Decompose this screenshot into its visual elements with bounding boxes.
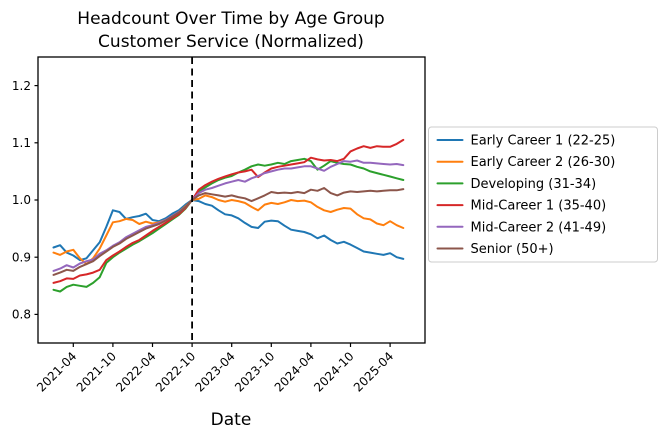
- legend-item-label: Early Career 2 (26-30): [471, 155, 616, 170]
- y-tick-label: 1.0: [12, 193, 31, 207]
- x-tick-label: 2025-04: [351, 349, 396, 394]
- series-line-developing-31-34: [52, 157, 405, 293]
- y-tick-label: 1.1: [12, 136, 31, 150]
- x-tick-label: 2024-04: [272, 349, 317, 394]
- axes-frame: [37, 56, 426, 344]
- legend-item-label: Mid-Career 2 (41-49): [471, 220, 607, 235]
- chart-title-line1: Headcount Over Time by Age Group: [77, 9, 384, 29]
- legend-item: Senior (50+): [436, 242, 554, 257]
- x-axis-label: Date: [211, 410, 252, 430]
- series-line-mid-career-1-35-40: [52, 138, 405, 284]
- legend-item-label: Developing (31-34): [471, 177, 597, 192]
- legend-item-label: Mid-Career 1 (35-40): [471, 199, 607, 214]
- y-tick-label: 1.2: [12, 79, 31, 93]
- plot-area: 0.8 0.9 1.0 1.1 1.2 2021-042021-102022-042022…: [12, 56, 426, 395]
- x-tick-label: 2023-04: [192, 349, 237, 394]
- legend-item: Early Career 1 (22-25): [436, 134, 616, 149]
- y-tick-label: 0.8: [12, 308, 31, 322]
- x-tick-label: 2022-10: [153, 349, 198, 394]
- y-tick-label: 0.9: [12, 250, 31, 264]
- legend-frame: [428, 126, 658, 263]
- legend-item: Mid-Career 2 (41-49): [436, 220, 607, 235]
- x-tick-label: 2022-04: [113, 349, 158, 394]
- legend: Early Career 1 (22-25) Early Career 2 (26…: [428, 126, 658, 263]
- chart-title-line2: Customer Service (Normalized): [98, 32, 364, 52]
- legend-item-label: Senior (50+): [471, 242, 554, 257]
- x-tick-label: 2021-04: [34, 349, 79, 394]
- legend-item: Developing (31-34): [436, 177, 597, 192]
- legend-item: Early Career 2 (26-30): [436, 155, 616, 170]
- legend-item: Mid-Career 1 (35-40): [436, 199, 607, 214]
- x-tick-label: 2021-10: [74, 349, 119, 394]
- series-line-early-career-1-22-25: [52, 199, 405, 262]
- x-tick-label: 2023-10: [232, 349, 277, 394]
- series-line-senior-50: [52, 187, 405, 276]
- series-line-early-career-2-26-30: [52, 194, 405, 266]
- legend-item-label: Early Career 1 (22-25): [471, 134, 616, 149]
- x-tick-label: 2024-10: [311, 349, 356, 394]
